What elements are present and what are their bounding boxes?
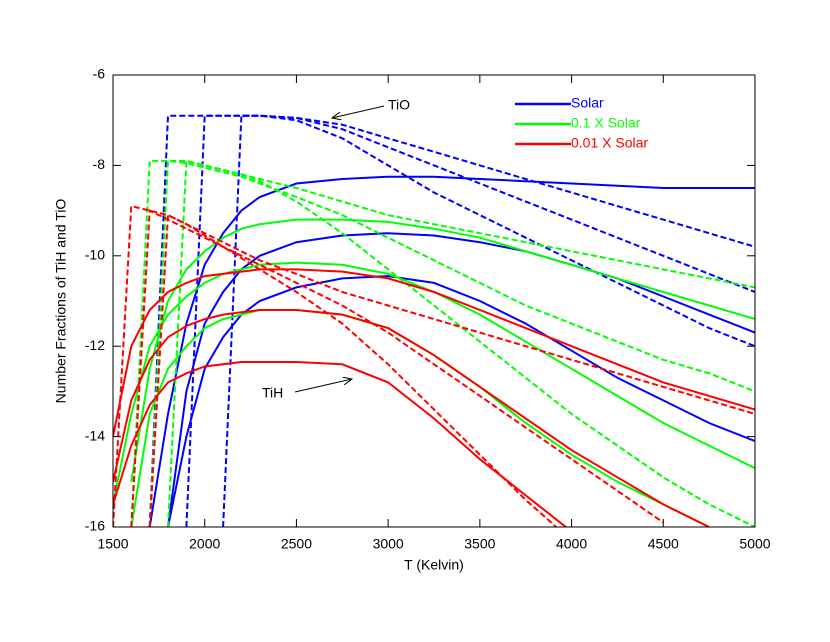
curve (148, 175, 755, 527)
curve (113, 361, 568, 527)
legend-label: 0.1 X Solar (571, 115, 641, 131)
plot-lines (113, 114, 755, 527)
curve (148, 114, 755, 527)
x-tick-label: 3500 (464, 536, 495, 552)
y-tick-label: -16 (85, 518, 105, 534)
legend-label: Solar (571, 95, 604, 111)
curve (148, 159, 755, 527)
curve (222, 114, 755, 527)
x-tick-label: 5000 (739, 536, 770, 552)
curve (185, 114, 755, 527)
y-axis-label: Number Fractions of TiH and TiO (53, 199, 69, 404)
x-tick-label: 4000 (556, 536, 587, 552)
curve (130, 218, 755, 482)
curve (113, 309, 710, 527)
curve (167, 159, 755, 527)
plot-frame (112, 74, 756, 528)
x-axis-label: T (Kelvin) (404, 557, 464, 573)
x-tick-label: 4500 (648, 536, 679, 552)
curve (167, 275, 755, 527)
y-tick-label: -6 (93, 66, 106, 82)
x-tick-label: 1500 (97, 536, 128, 552)
curve (113, 261, 755, 505)
x-tick-label: 3000 (373, 536, 404, 552)
annotation-arrow (332, 105, 385, 118)
y-tick-label: -14 (85, 427, 105, 443)
curve (148, 213, 558, 527)
x-tick-label: 2500 (281, 536, 312, 552)
curve (167, 232, 755, 527)
y-tick-label: -10 (85, 247, 105, 263)
annotation: TiO (388, 97, 410, 113)
x-tick-label: 2000 (189, 536, 220, 552)
curve (113, 268, 755, 437)
y-tick-label: -12 (85, 337, 105, 353)
curve (130, 209, 664, 527)
annotation-arrow (294, 379, 352, 393)
legend-label: 0.01 X Solar (571, 135, 648, 151)
annotation: TiH (262, 385, 283, 401)
y-tick-label: -8 (93, 156, 106, 172)
